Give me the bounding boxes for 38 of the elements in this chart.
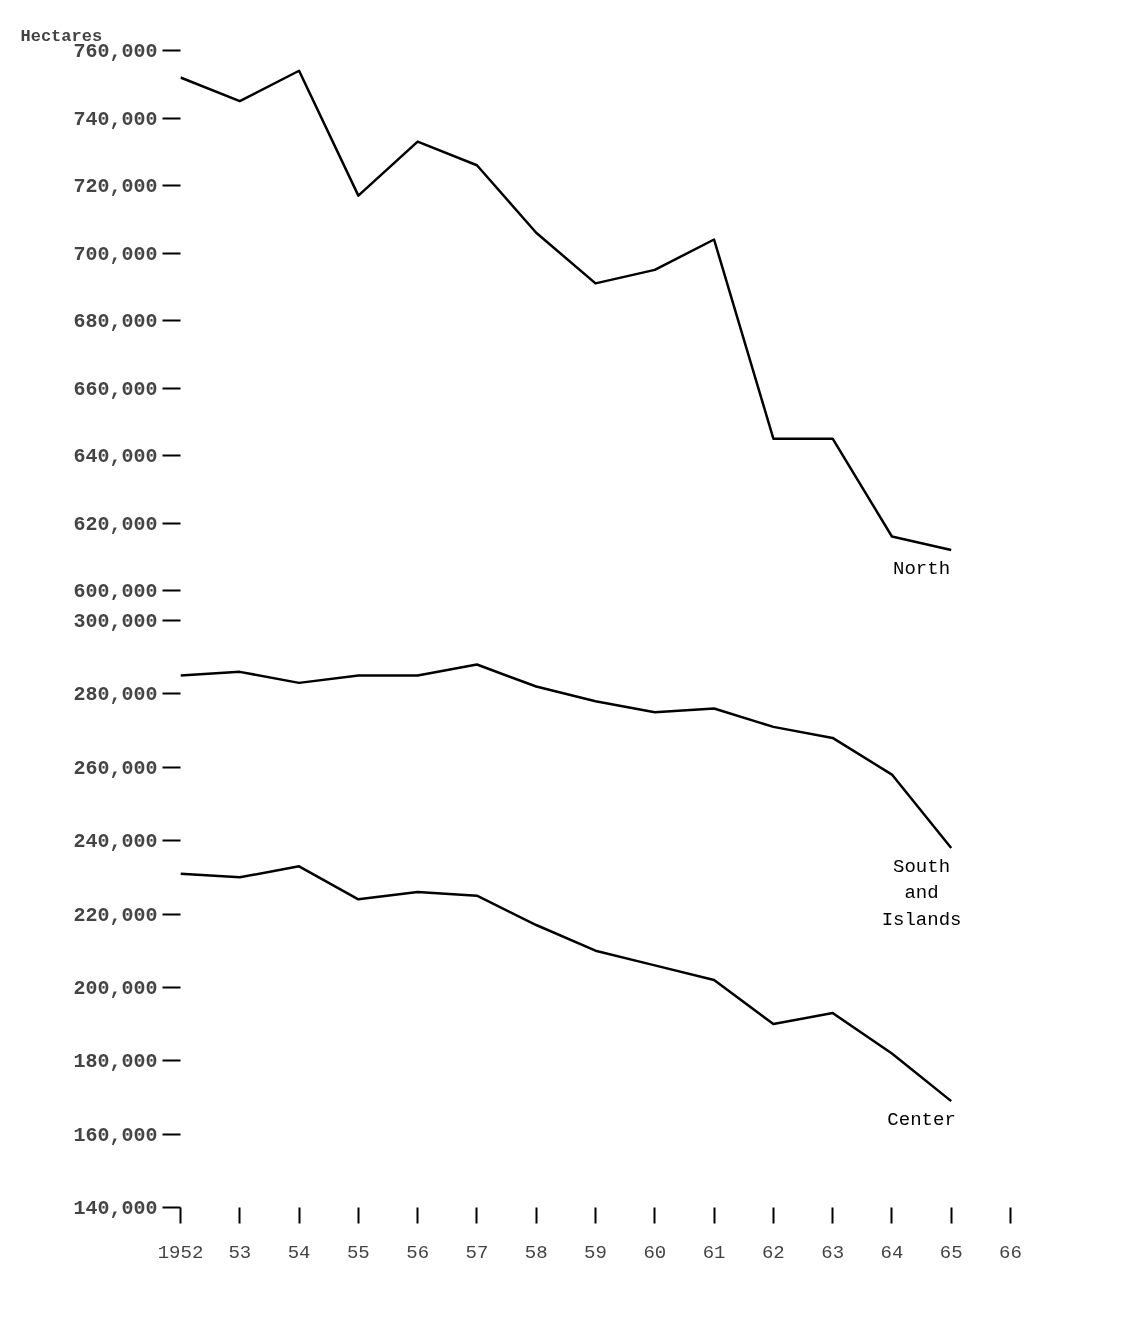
x-tick-label: 54: [287, 1241, 311, 1264]
y-tick-label: 640,000: [73, 445, 158, 468]
y-tick-label: 140,000: [73, 1197, 158, 1220]
y-tick-label: 740,000: [73, 107, 158, 131]
y-tick-label: 280,000: [73, 683, 158, 707]
y-tick-label: 180,000: [73, 1050, 158, 1074]
y-tick-label: 300,000: [73, 610, 158, 633]
x-tick-label: 61: [702, 1241, 726, 1264]
y-tick-label: 600,000: [73, 580, 158, 603]
series-label: Center: [887, 1109, 956, 1132]
x-tick-label: 64: [880, 1241, 904, 1264]
y-tick-label: 680,000: [73, 310, 158, 333]
y-tick-label: 260,000: [73, 756, 158, 780]
x-tick-label: 63: [821, 1241, 845, 1264]
x-tick-label: 58: [524, 1241, 548, 1264]
y-tick-label: 160,000: [73, 1123, 158, 1147]
x-tick-label: 65: [939, 1241, 963, 1264]
x-tick-label: 56: [406, 1241, 430, 1264]
line-series: [180, 663, 953, 850]
series-label: North: [893, 558, 951, 580]
x-tick-label: 66: [999, 1241, 1022, 1264]
y-tick-label: 240,000: [73, 830, 158, 854]
y-tick-label: 660,000: [73, 377, 158, 401]
x-tick-label: 55: [346, 1241, 370, 1264]
y-tick-label: 200,000: [73, 976, 158, 1000]
series-label: South and Islands: [881, 855, 962, 931]
x-tick-label: 59: [584, 1241, 607, 1264]
y-tick-label: 700,000: [73, 242, 158, 266]
y-tick-label: 220,000: [73, 903, 158, 927]
y-tick-label: 620,000: [73, 512, 158, 536]
x-tick-label: 62: [761, 1241, 785, 1264]
x-tick-label: 1952: [157, 1241, 204, 1264]
line-series: [180, 69, 953, 552]
x-tick-label: 53: [228, 1241, 252, 1264]
y-tick-label: 720,000: [73, 175, 158, 198]
x-tick-label: 60: [643, 1241, 667, 1264]
x-tick-label: 57: [465, 1241, 489, 1264]
y-tick-label: 760,000: [73, 40, 158, 63]
